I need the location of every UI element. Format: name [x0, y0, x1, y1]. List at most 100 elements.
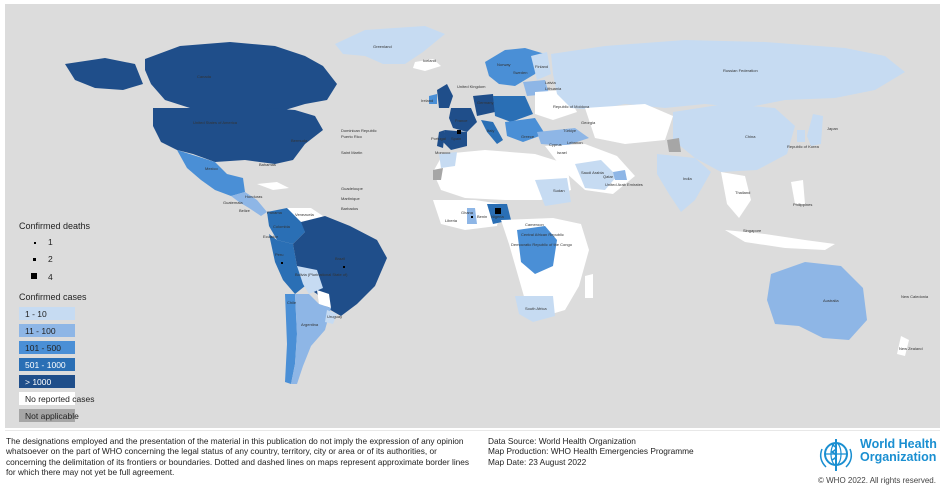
copyright: © WHO 2022. All rights reserved.: [818, 476, 936, 485]
svg-text:Morocco: Morocco: [435, 150, 451, 155]
svg-text:Philippines: Philippines: [793, 202, 812, 207]
svg-text:China: China: [745, 134, 756, 139]
svg-text:Benin: Benin: [477, 214, 487, 219]
legend-deaths-title: Confirmed deaths: [19, 221, 91, 231]
country-korea: [797, 130, 805, 142]
country-new-zealand: [897, 336, 909, 356]
svg-text:Chile: Chile: [287, 300, 297, 305]
svg-text:Singapore: Singapore: [743, 228, 762, 233]
country-disputed: [667, 138, 681, 152]
svg-text:Guatemala: Guatemala: [223, 200, 243, 205]
svg-text:Colombia: Colombia: [273, 224, 291, 229]
country-china: [673, 104, 795, 172]
who-name-line1: World Health: [860, 437, 937, 451]
country-chile: [285, 294, 297, 384]
svg-text:Thailand: Thailand: [735, 190, 750, 195]
country-uae: [613, 170, 627, 180]
country-australia: [767, 262, 867, 340]
death-marker-peru: [281, 262, 283, 264]
svg-text:Georgia: Georgia: [581, 120, 596, 125]
legend-cases-title: Confirmed cases: [19, 292, 87, 302]
svg-text:Brazil: Brazil: [335, 256, 345, 261]
legend-swatch-11-100: [19, 324, 75, 337]
country-uruguay: [325, 310, 337, 324]
svg-text:Norway: Norway: [497, 62, 511, 67]
legend-label-101-500: 101 - 500: [25, 343, 61, 353]
country-russia: [551, 40, 905, 110]
legend-label-501-1000: 501 - 1000: [25, 360, 66, 370]
svg-text:Sweden: Sweden: [513, 70, 527, 75]
svg-text:Greenland: Greenland: [373, 44, 392, 49]
svg-text:Sudan: Sudan: [553, 188, 565, 193]
svg-text:Cyprus: Cyprus: [549, 142, 562, 147]
svg-text:Republic of Korea: Republic of Korea: [787, 144, 820, 149]
svg-text:Bahamas: Bahamas: [259, 162, 276, 167]
country-south-africa: [515, 296, 555, 322]
divider: [5, 430, 940, 431]
legend-swatch-not-applicable: [19, 409, 75, 422]
country-western-sahara: [433, 168, 443, 180]
country-ireland: [429, 94, 437, 104]
legend-label-11-100: 11 - 100: [25, 326, 56, 336]
svg-text:Peru: Peru: [275, 252, 283, 257]
world-map: Greenland Iceland Canada United States o…: [5, 4, 940, 428]
disclaimer-text: The designations employed and the presen…: [6, 436, 470, 477]
svg-text:Martinique: Martinique: [341, 196, 360, 201]
svg-text:Nigeria: Nigeria: [491, 214, 504, 219]
svg-text:Belize: Belize: [239, 208, 251, 213]
country-france: [449, 108, 477, 132]
map-credits: Data Source: World Health Organization M…: [488, 436, 748, 467]
svg-text:Saudi Arabia: Saudi Arabia: [581, 170, 604, 175]
svg-text:Italy: Italy: [487, 128, 494, 133]
country-sudan: [535, 178, 571, 206]
svg-text:New Zealand: New Zealand: [899, 346, 923, 351]
country-balkans: [505, 118, 545, 142]
country-colombia: [267, 208, 305, 244]
country-italy: [481, 120, 503, 144]
death-marker-ghana: [471, 216, 473, 218]
svg-text:Israel: Israel: [557, 150, 567, 155]
legend-death-label-4: 4: [48, 272, 53, 282]
country-se-asia: [721, 172, 751, 218]
country-greenland: [335, 26, 445, 64]
country-uk: [437, 84, 453, 108]
country-north-africa: [433, 150, 571, 200]
svg-text:Venezuela: Venezuela: [295, 212, 314, 217]
svg-text:Japan: Japan: [827, 126, 838, 131]
legend-death-label-2: 2: [48, 254, 53, 264]
country-peru: [269, 234, 305, 294]
svg-text:Finland: Finland: [535, 64, 548, 69]
svg-text:Russian Federation: Russian Federation: [723, 68, 758, 73]
who-name-line2: Organization: [860, 450, 937, 464]
svg-text:United Kingdom: United Kingdom: [457, 84, 486, 89]
country-argentina: [291, 294, 331, 384]
country-cuba: [257, 182, 289, 190]
legend-swatch-1000-plus: [19, 375, 75, 388]
svg-text:Ghana: Ghana: [461, 210, 474, 215]
legend-death-marker-4: [31, 273, 37, 279]
legend-label-1-10: 1 - 10: [25, 309, 47, 319]
svg-text:Bermuda: Bermuda: [291, 138, 308, 143]
svg-text:Argentina: Argentina: [301, 322, 319, 327]
country-morocco: [439, 152, 457, 168]
svg-text:Qatar: Qatar: [603, 174, 614, 179]
svg-text:United Arab Emirates: United Arab Emirates: [605, 182, 643, 187]
svg-text:Portugal: Portugal: [431, 136, 446, 141]
country-saudi-arabia: [575, 160, 617, 190]
country-brazil: [293, 216, 387, 316]
legend-label-1000-plus: > 1000: [25, 377, 52, 387]
svg-text:Mexico: Mexico: [205, 166, 218, 171]
country-philippines: [791, 180, 805, 204]
country-central-asia: [585, 104, 673, 144]
country-central-america: [231, 192, 267, 216]
svg-text:Türkiye: Türkiye: [563, 128, 577, 133]
svg-text:Iceland: Iceland: [423, 58, 436, 63]
country-alaska: [65, 58, 143, 90]
svg-text:Australia: Australia: [823, 298, 839, 303]
country-canada: [145, 42, 337, 110]
svg-text:Uruguay: Uruguay: [327, 314, 342, 319]
svg-text:Spain: Spain: [451, 136, 461, 141]
svg-text:Democratic Republic of the Con: Democratic Republic of the Congo: [511, 242, 573, 247]
country-finland: [531, 52, 551, 80]
death-marker-nigeria: [495, 208, 501, 214]
